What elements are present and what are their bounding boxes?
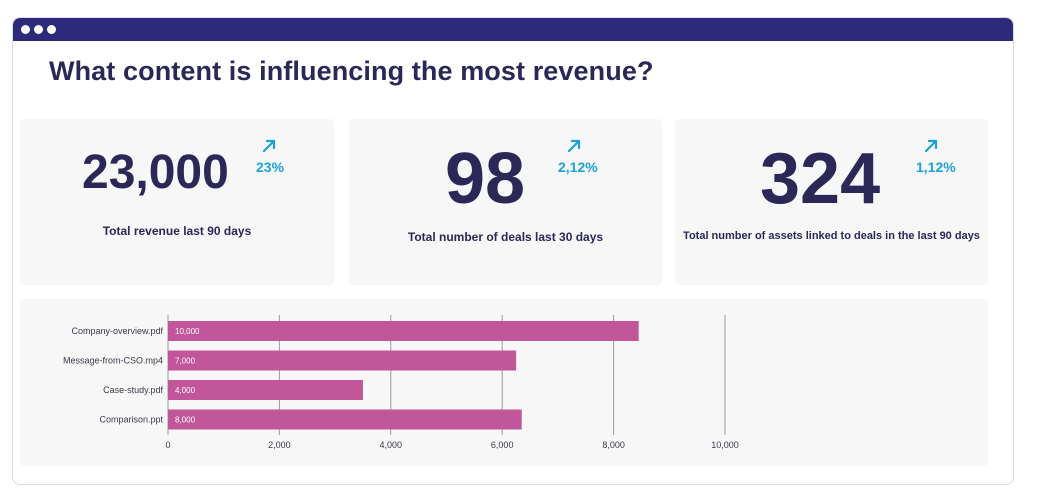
category-label: Company-overview.pdf — [71, 326, 163, 336]
category-label: Case-study.pdf — [103, 385, 163, 395]
x-tick-label: 4,000 — [380, 440, 403, 450]
bar-chart: 0 2,000 4,000 6,000 8,000 10,000 Company-overv… — [63, 315, 739, 450]
kpi-value: 98 — [445, 139, 526, 219]
x-tick-label: 2,000 — [268, 440, 291, 450]
kpi-change: 1,12% — [916, 159, 956, 175]
arrow-up-right-icon — [262, 139, 276, 153]
kpi-change: 23% — [256, 159, 285, 175]
kpi-value: 324 — [760, 139, 881, 219]
kpi-card-revenue: 23,000 23% Total revenue last 90 days — [20, 119, 334, 285]
kpi-label: Total number of deals last 30 days — [407, 230, 604, 244]
x-tick-label: 8,000 — [602, 440, 625, 450]
window-titlebar — [13, 18, 1013, 41]
bar[interactable] — [168, 409, 522, 430]
app-window: What content is influencing the most rev… — [12, 17, 1014, 485]
kpi-label: Total number of assets linked to deals i… — [683, 230, 980, 242]
bar[interactable] — [168, 350, 517, 371]
kpi-label: Total revenue last 90 days — [102, 224, 252, 238]
bar-value-label: 10,000 — [175, 327, 200, 336]
category-label: Comparison.ppt — [99, 415, 163, 425]
page-title: What content is influencing the most rev… — [49, 56, 654, 86]
bar-value-label: 4,000 — [175, 386, 196, 395]
arrow-up-right-icon — [924, 139, 938, 153]
window-dot-icon[interactable] — [21, 25, 30, 34]
kpi-value: 23,000 — [82, 146, 229, 199]
category-label: Message-from-CSO.mp4 — [63, 356, 163, 366]
kpi-card-assets: 324 1,12% Total number of assets linked … — [675, 119, 988, 285]
kpi-card-deals: 98 2,12% Total number of deals last 30 d… — [349, 119, 662, 285]
window-dot-icon[interactable] — [34, 25, 43, 34]
x-tick-label: 10,000 — [711, 440, 739, 450]
window-dot-icon[interactable] — [47, 25, 56, 34]
revenue-by-content-chart: 0 2,000 4,000 6,000 8,000 10,000 Company-overv… — [20, 299, 988, 466]
bar[interactable] — [168, 380, 363, 400]
bar-value-label: 7,000 — [175, 357, 196, 366]
x-tick-label: 6,000 — [491, 440, 514, 450]
kpi-change: 2,12% — [558, 159, 598, 175]
x-tick-label: 0 — [165, 440, 170, 450]
bar[interactable] — [168, 321, 639, 341]
bar-value-label: 8,000 — [175, 416, 196, 425]
arrow-up-right-icon — [567, 139, 581, 153]
